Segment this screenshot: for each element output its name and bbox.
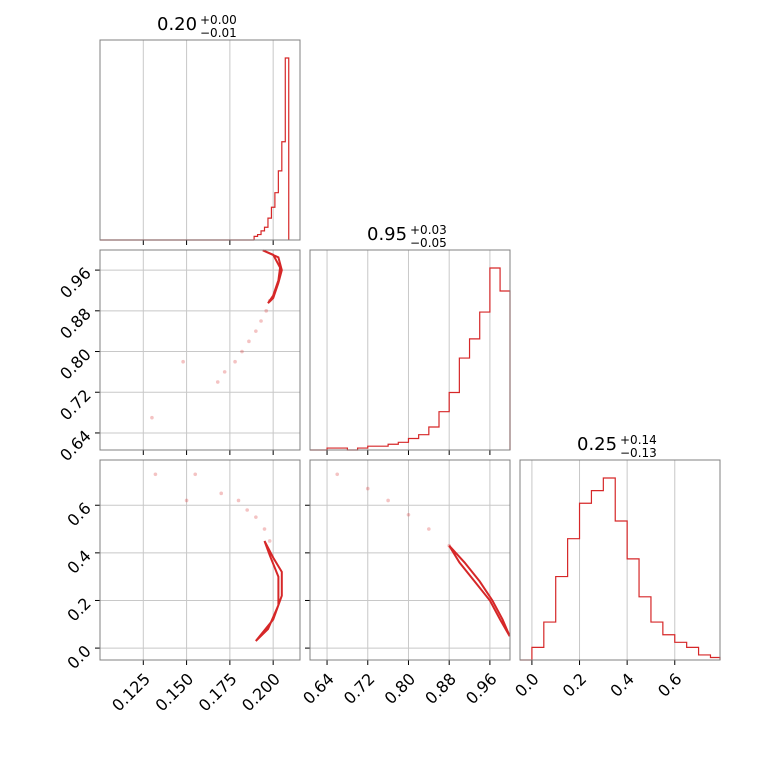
y-tick-label-param3: 0.6	[63, 499, 94, 530]
title-param3-value: 0.25	[577, 434, 617, 455]
grid-lines	[100, 40, 676, 660]
histogram-param3	[531, 477, 721, 660]
y-tick-label-param2: 0.64	[56, 426, 95, 465]
title-param2: 0.95 +0.03 −0.05	[367, 223, 447, 250]
x-tick-label-param2: 0.88	[421, 669, 460, 708]
scatter-point	[259, 319, 263, 323]
y-tick-label-param3: 0.2	[63, 594, 94, 625]
y-tick-label-param3: 0.0	[63, 641, 94, 672]
x-tick-label-param1: 0.200	[238, 669, 284, 715]
contour-line	[262, 249, 283, 304]
x-tick-label-param3: 0.2	[559, 669, 590, 700]
scatter-point	[153, 472, 158, 477]
title-param2-value: 0.95	[367, 224, 407, 245]
x-tick-label-param2: 0.80	[381, 669, 420, 708]
y-tick-label-param2: 0.96	[56, 263, 95, 302]
scatter-point	[406, 512, 411, 517]
title-param2-upper-error: +0.03	[410, 223, 447, 237]
scatter-point	[236, 498, 241, 503]
contour-line	[448, 545, 511, 637]
title-param3-lower-error: −0.13	[620, 446, 657, 460]
scatter-point	[193, 472, 198, 477]
scatter-point	[262, 527, 267, 531]
scatter-point	[427, 527, 431, 531]
scatter-point	[219, 491, 224, 496]
contour-line	[255, 540, 283, 642]
scatter-point	[150, 415, 154, 420]
x-tick-label-param1: 0.175	[195, 669, 241, 715]
y-tick-label-param2: 0.80	[56, 345, 95, 384]
scatter-point	[184, 498, 189, 503]
panel-hist-param1	[99, 39, 301, 241]
scatter-point	[267, 539, 272, 543]
title-param1-value: 0.20	[157, 14, 197, 35]
title-param3-upper-error: +0.14	[620, 433, 657, 447]
x-tick-label-param3: 0.4	[606, 669, 637, 700]
x-tick-label-param3: 0.0	[511, 669, 542, 700]
scatter-point	[240, 349, 244, 354]
panel-hist-param2	[309, 249, 511, 451]
scatter-point	[335, 472, 340, 477]
scatter-point	[233, 359, 237, 364]
scatter-point	[254, 329, 258, 333]
title-param1-upper-error: +0.00	[200, 13, 237, 27]
pair-param2-param3	[335, 472, 511, 637]
pair-param1-param2	[150, 249, 283, 420]
title-param2-lower-error: −0.05	[410, 236, 447, 250]
panel-scatter-param1-param3	[99, 459, 301, 661]
scatter-point	[245, 508, 249, 512]
x-tick-label-param2: 0.72	[340, 669, 379, 708]
y-tick-label-param3: 0.4	[63, 546, 94, 577]
scatter-point	[254, 515, 258, 519]
y-tick-label-param2: 0.88	[56, 304, 95, 343]
panel-scatter-param1-param2	[99, 249, 301, 451]
x-tick-label-param3: 0.6	[654, 669, 685, 700]
title-param3: 0.25 +0.14 −0.13	[577, 433, 657, 460]
x-tick-label-param2: 0.64	[299, 669, 338, 708]
scatter-point	[386, 498, 390, 503]
pair-param1-param3	[153, 472, 283, 642]
y-tick-label-param2: 0.72	[56, 386, 95, 425]
panel-scatter-param2-param3	[309, 459, 511, 661]
scatter-point	[247, 339, 251, 344]
histogram-param1	[253, 57, 290, 240]
title-param1-lower-error: −0.01	[200, 26, 237, 40]
x-tick-label-param1: 0.150	[151, 669, 197, 715]
title-param1: 0.20 +0.00 −0.01	[157, 13, 237, 40]
scatter-point	[215, 380, 220, 384]
scatter-point	[365, 486, 370, 491]
x-tick-label-param1: 0.125	[108, 669, 154, 715]
x-tick-label-param2: 0.96	[462, 669, 501, 708]
histogram-param2	[326, 267, 511, 451]
scatter-point	[264, 309, 269, 313]
panel-hist-param3	[519, 459, 721, 661]
scatter-point	[222, 370, 227, 374]
scatter-point	[181, 359, 185, 364]
